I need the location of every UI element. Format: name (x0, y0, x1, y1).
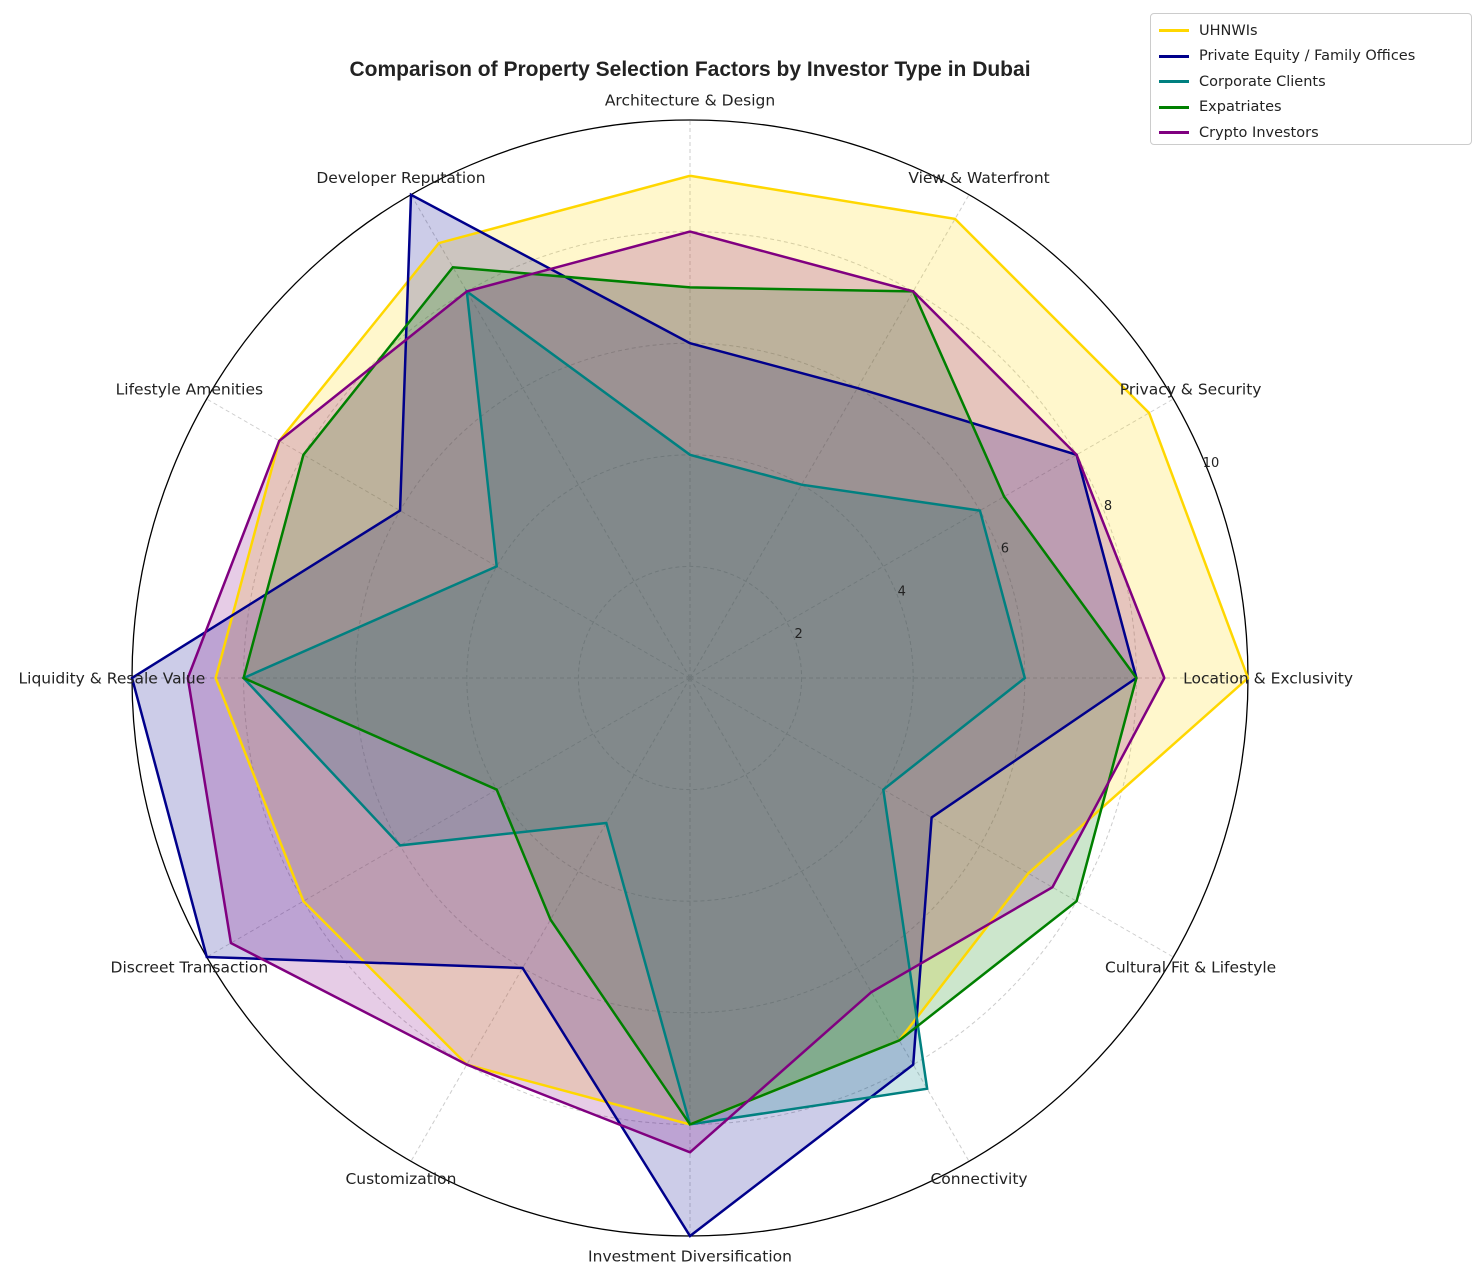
legend-swatch (1159, 54, 1189, 58)
legend-label: Expatriates (1199, 99, 1282, 116)
radial-tick-label: 4 (898, 584, 906, 599)
legend-label: Crypto Investors (1199, 124, 1319, 141)
grid-spoke (689, 677, 1174, 958)
category-label: Location & Exclusivity (1183, 670, 1353, 688)
grid-spoke (410, 677, 691, 1162)
legend-label: Private Equity / Family Offices (1199, 48, 1416, 65)
legend-item: Corporate Clients (1159, 69, 1463, 95)
series-area-0 (215, 175, 1249, 1125)
category-label: Privacy & Security (1120, 380, 1262, 398)
series-line-4 (186, 230, 1166, 1154)
category-label: Connectivity (930, 1170, 1027, 1188)
category-label: Customization (345, 1170, 456, 1188)
category-label: Architecture & Design (605, 91, 775, 109)
grid-ring (577, 565, 803, 791)
grid-spoke (689, 398, 1174, 679)
legend-label: Corporate Clients (1199, 73, 1326, 90)
grid-spoke (206, 677, 691, 958)
chart-title: Comparison of Property Selection Factors… (349, 58, 1030, 81)
legend-swatch (1159, 105, 1189, 109)
grid-spoke (206, 398, 691, 679)
category-label: Investment Diversification (588, 1248, 792, 1266)
radial-tick-label: 10 (1203, 456, 1220, 471)
legend: UHNWIs Private Equity / Family Offices Cor… (1150, 13, 1472, 145)
series-line-1 (130, 192, 1138, 1238)
category-label: Lifestyle Amenities (116, 380, 263, 398)
series-area-1 (132, 194, 1137, 1237)
radial-tick-label: 6 (1001, 542, 1009, 557)
series-area-3 (243, 267, 1137, 1125)
radial-tick-label: 8 (1104, 499, 1112, 514)
legend-item: Private Equity / Family Offices (1159, 44, 1463, 70)
grid-spoke (689, 677, 970, 1162)
legend-swatch (1159, 29, 1189, 33)
category-label: Cultural Fit & Lifestyle (1105, 959, 1276, 977)
category-label: Discreet Transaction (111, 959, 269, 977)
series-area-2 (243, 291, 1025, 1125)
category-label: Developer Reputation (316, 169, 485, 187)
category-label: Liquidity & Resale Value (19, 670, 206, 688)
grid-spoke (410, 194, 691, 679)
legend-label: UHNWIs (1199, 22, 1258, 39)
legend-item: Crypto Investors (1159, 120, 1463, 146)
grid-spoke (689, 194, 970, 679)
legend-swatch (1159, 131, 1189, 135)
radial-tick-label: 2 (795, 627, 803, 642)
series-area-4 (187, 231, 1165, 1153)
legend-item: UHNWIs (1159, 18, 1463, 44)
category-label: View & Waterfront (908, 169, 1049, 187)
legend-item: Expatriates (1159, 95, 1463, 121)
legend-swatch (1159, 80, 1189, 84)
